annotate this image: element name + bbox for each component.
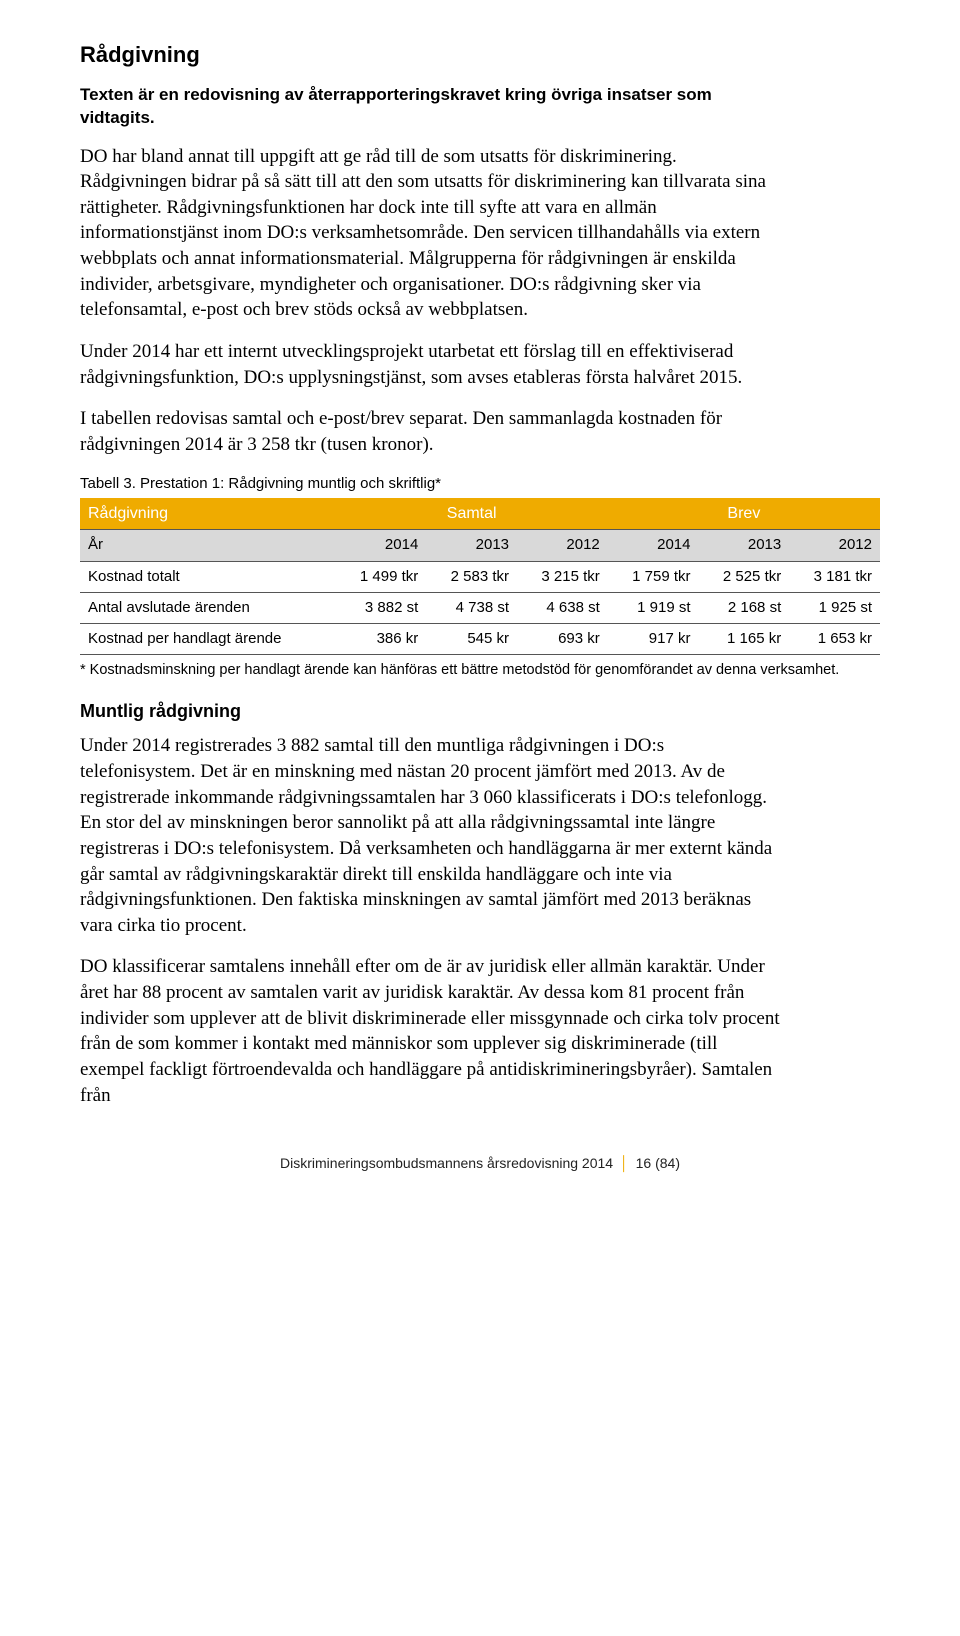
table-group-header-row: Rådgivning Samtal Brev xyxy=(80,498,880,530)
table-cell: 1 925 st xyxy=(789,592,880,623)
table-cell: 4 638 st xyxy=(517,592,608,623)
divider-icon: │ xyxy=(617,1155,632,1171)
table-row: Kostnad totalt 1 499 tkr 2 583 tkr 3 215… xyxy=(80,561,880,592)
footer-page-total: (84) xyxy=(655,1155,680,1171)
table-cell: 2 168 st xyxy=(699,592,790,623)
table-cell: 545 kr xyxy=(426,624,517,655)
data-table: Rådgivning Samtal Brev År 2014 2013 2012… xyxy=(80,498,880,656)
table-year-cell: 2013 xyxy=(699,530,790,561)
table-cell: 1 919 st xyxy=(608,592,699,623)
table-cell: 1 499 tkr xyxy=(336,561,427,592)
table-caption: Tabell 3. Prestation 1: Rådgivning muntl… xyxy=(80,474,880,494)
table-year-cell: 2013 xyxy=(426,530,517,561)
section-heading: Rådgivning xyxy=(80,40,880,70)
table-cell: 693 kr xyxy=(517,624,608,655)
table-group-header: Rådgivning xyxy=(80,498,336,530)
table-cell: 386 kr xyxy=(336,624,427,655)
table-cell: 2 525 tkr xyxy=(699,561,790,592)
table-year-cell: 2012 xyxy=(789,530,880,561)
table-row: Kostnad per handlagt ärende 386 kr 545 k… xyxy=(80,624,880,655)
body-paragraph: I tabellen redovisas samtal och e-post/b… xyxy=(80,406,780,457)
table-row-label: Antal avslutade ärenden xyxy=(80,592,336,623)
body-paragraph: DO har bland annat till uppgift att ge r… xyxy=(80,144,780,323)
table-year-label: År xyxy=(80,530,336,561)
table-year-row: År 2014 2013 2012 2014 2013 2012 xyxy=(80,530,880,561)
footer-title: Diskrimineringsombudsmannens årsredovisn… xyxy=(280,1155,613,1171)
body-paragraph: DO klassificerar samtalens innehåll efte… xyxy=(80,954,780,1108)
table-footnote: * Kostnadsminskning per handlagt ärende … xyxy=(80,661,840,681)
table-row-label: Kostnad per handlagt ärende xyxy=(80,624,336,655)
page-footer: Diskrimineringsombudsmannens årsredovisn… xyxy=(80,1154,880,1173)
body-paragraph: Under 2014 har ett internt utvecklingspr… xyxy=(80,339,780,390)
table-group-header: Samtal xyxy=(336,498,608,530)
footer-page-current: 16 xyxy=(636,1155,652,1171)
table-cell: 3 215 tkr xyxy=(517,561,608,592)
subsection-heading: Muntlig rådgivning xyxy=(80,699,880,723)
table-row-label: Kostnad totalt xyxy=(80,561,336,592)
table-cell: 1 165 kr xyxy=(699,624,790,655)
table-cell: 3 181 tkr xyxy=(789,561,880,592)
table-cell: 1 653 kr xyxy=(789,624,880,655)
table-year-cell: 2014 xyxy=(608,530,699,561)
table-year-cell: 2014 xyxy=(336,530,427,561)
table-cell: 1 759 tkr xyxy=(608,561,699,592)
table-cell: 2 583 tkr xyxy=(426,561,517,592)
body-paragraph: Under 2014 registrerades 3 882 samtal ti… xyxy=(80,733,780,938)
table-cell: 3 882 st xyxy=(336,592,427,623)
lead-paragraph: Texten är en redovisning av återrapporte… xyxy=(80,84,760,130)
table-year-cell: 2012 xyxy=(517,530,608,561)
table-row: Antal avslutade ärenden 3 882 st 4 738 s… xyxy=(80,592,880,623)
table-cell: 4 738 st xyxy=(426,592,517,623)
table-cell: 917 kr xyxy=(608,624,699,655)
table-group-header: Brev xyxy=(608,498,880,530)
